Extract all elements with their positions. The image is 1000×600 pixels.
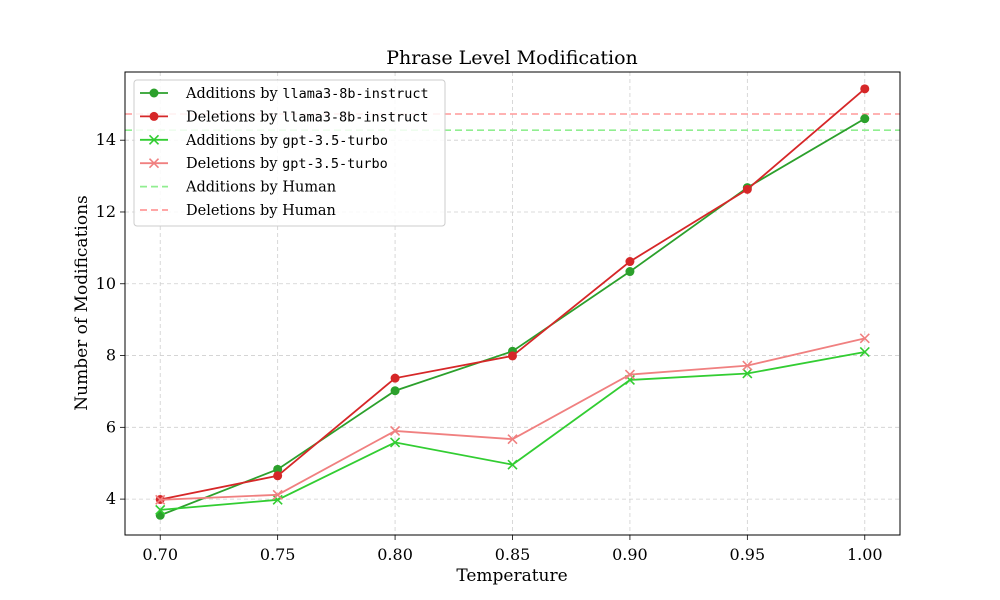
legend-label: Additions by gpt-3.5-turbo — [185, 133, 388, 149]
legend-label: Additions by Human — [185, 180, 336, 196]
data-point — [507, 459, 518, 470]
x-marker-stroke — [507, 459, 518, 470]
legend: Additions by llama3-8b-instructDeletions… — [133, 79, 446, 227]
legend-marker — [148, 134, 160, 145]
legend-label: Deletions by gpt-3.5-turbo — [186, 156, 388, 172]
legend-label-prefix: Deletions by — [186, 109, 282, 125]
x-marker-stroke — [507, 434, 518, 445]
data-point — [860, 84, 870, 94]
data-point — [272, 489, 283, 500]
x-marker-stroke — [390, 425, 401, 436]
y-tick-label: 6 — [106, 417, 116, 436]
legend-label: Deletions by Human — [186, 203, 336, 219]
x-marker-stroke — [742, 360, 753, 371]
data-point — [390, 437, 401, 448]
data-point — [390, 386, 400, 396]
data-point — [390, 373, 400, 383]
y-tick-label: 12 — [96, 202, 116, 221]
legend-label-prefix: Additions by Human — [185, 180, 336, 196]
legend-label-prefix: Additions by — [185, 133, 282, 149]
data-point — [860, 114, 870, 124]
legend-label-model: gpt-3.5-turbo — [282, 156, 388, 172]
x-tick-label: 0.85 — [495, 545, 531, 564]
legend-label-model: llama3-8b-instruct — [282, 86, 428, 102]
legend-label: Deletions by llama3-8b-instruct — [186, 109, 428, 125]
x-tick-label: 0.75 — [260, 545, 296, 564]
x-tick-label: 1.00 — [847, 545, 883, 564]
x-tick-label: 0.90 — [612, 545, 648, 564]
data-point — [390, 425, 401, 436]
chart-title: Phrase Level Modification — [386, 47, 638, 69]
data-point — [625, 257, 635, 267]
data-point — [273, 471, 283, 481]
data-point — [859, 333, 870, 344]
y-tick-label: 10 — [96, 274, 116, 293]
x-marker-stroke — [155, 494, 166, 505]
x-axis-label: Temperature — [456, 566, 567, 586]
legend-item: Additions by llama3-8b-instruct — [140, 86, 429, 102]
legend-label-prefix: Deletions by — [186, 156, 282, 172]
reference-lines — [125, 113, 900, 131]
data-point — [859, 346, 870, 358]
data-point — [155, 504, 166, 515]
y-tick-label: 14 — [96, 130, 116, 149]
legend-marker — [149, 111, 159, 121]
x-marker-stroke — [272, 489, 283, 500]
data-point — [742, 184, 752, 194]
x-marker-stroke — [859, 333, 870, 344]
legend-item: Deletions by llama3-8b-instruct — [140, 109, 428, 125]
data-point — [742, 360, 753, 371]
x-marker-stroke — [859, 346, 870, 358]
axes: 0.70 0.75 0.80 0.85 0.90 0.95 1.00 4 6 8 10 12 14 — [96, 130, 883, 564]
data-point — [507, 434, 518, 445]
x-marker-stroke — [742, 368, 753, 379]
data-point — [624, 369, 635, 380]
legend-marker — [148, 158, 160, 169]
x-marker-stroke — [624, 369, 635, 380]
data-point — [508, 351, 517, 361]
x-tick-label: 0.95 — [730, 545, 766, 564]
y-tick-label: 4 — [106, 489, 116, 508]
legend-item: Deletions by gpt-3.5-turbo — [140, 156, 388, 172]
x-tick-label: 0.80 — [377, 545, 413, 564]
data-point — [742, 368, 753, 379]
y-tick-label: 8 — [106, 346, 116, 365]
legend-item: Additions by Human — [140, 180, 336, 196]
legend-box — [133, 79, 446, 227]
x-tick-label: 0.70 — [142, 545, 178, 564]
y-axis-label: Number of Modifications — [72, 195, 92, 410]
series-layer — [155, 84, 870, 520]
legend-label-model: llama3-8b-instruct — [282, 109, 428, 125]
x-marker-stroke — [390, 437, 401, 448]
data-point — [625, 267, 635, 277]
data-point — [273, 464, 283, 474]
legend-label-prefix: Deletions by Human — [186, 203, 336, 219]
legend-label-prefix: Additions by — [185, 86, 282, 102]
legend-marker — [149, 88, 159, 98]
legend-label: Additions by llama3-8b-instruct — [185, 86, 429, 102]
data-point — [155, 494, 166, 505]
legend-label-model: gpt-3.5-turbo — [282, 133, 388, 149]
legend-item: Deletions by Human — [140, 203, 336, 219]
x-marker-stroke — [155, 504, 166, 515]
legend-item: Additions by gpt-3.5-turbo — [140, 133, 388, 149]
